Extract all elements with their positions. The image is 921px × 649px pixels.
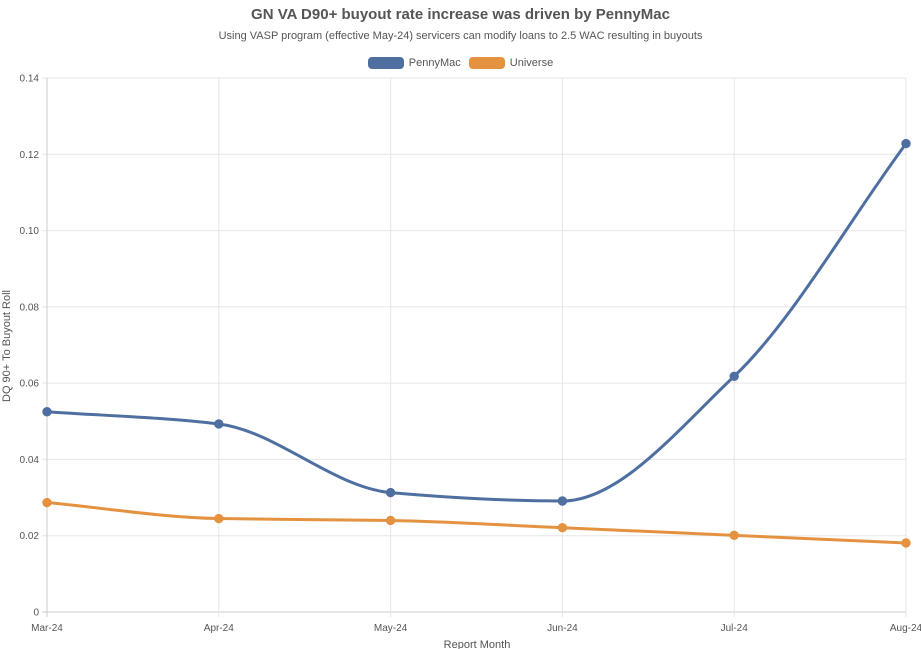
x-tick-label: May-24 (374, 623, 408, 634)
legend-swatch-universe (468, 57, 505, 69)
x-tick-label: Aug-24 (890, 623, 921, 634)
x-tick-label: Jun-24 (547, 623, 578, 634)
data-point-universe[interactable] (557, 523, 568, 533)
chart-legend: PennyMac Universe (0, 57, 921, 69)
y-tick-label: 0.12 (20, 150, 40, 161)
series-line-universe (45, 501, 908, 545)
legend-swatch-pennymac (367, 57, 404, 69)
data-point-universe[interactable] (729, 530, 739, 541)
y-tick-label: 0.14 (20, 74, 40, 85)
chart-subtitle: Using VASP program (effective May-24) se… (218, 30, 703, 42)
y-tick-label: 0.06 (20, 379, 40, 390)
legend-item-universe[interactable]: Universe (468, 57, 554, 69)
legend-item-pennymac[interactable]: PennyMac (367, 57, 461, 69)
data-point-pennymac[interactable] (214, 419, 224, 429)
y-tick-label: 0.08 (20, 302, 40, 313)
data-point-pennymac[interactable] (385, 487, 396, 498)
y-axis-label: DQ 90+ To Buyout Roll (1, 290, 13, 402)
data-point-universe[interactable] (901, 538, 911, 548)
x-tick-label: Mar-24 (31, 623, 63, 634)
data-point-pennymac[interactable] (901, 138, 911, 149)
chart-title: GN VA D90+ buyout rate increase was driv… (251, 6, 670, 23)
y-tick-label: 0.10 (20, 226, 40, 237)
data-point-pennymac[interactable] (557, 496, 568, 506)
x-tick-label: Apr-24 (204, 623, 234, 634)
series-group (42, 138, 911, 548)
y-tick-label: 0.04 (20, 455, 40, 466)
y-axis-ticks: 0 0.02 0.04 0.06 0.08 0.10 0.12 0.14 (20, 74, 40, 619)
data-point-universe[interactable] (214, 513, 224, 524)
y-tick-label: 0.02 (20, 531, 40, 542)
series-line-pennymac (45, 142, 908, 503)
x-axis-ticks: Mar-24 Apr-24 May-24 Jun-24 Jul-24 Aug-24 (31, 623, 921, 634)
data-point-universe[interactable] (42, 497, 52, 508)
data-point-pennymac[interactable] (729, 371, 739, 381)
data-point-universe[interactable] (385, 515, 396, 526)
legend-label-pennymac: PennyMac (408, 57, 461, 69)
legend-label-universe: Universe (509, 57, 554, 69)
x-tick-label: Jul-24 (721, 623, 749, 634)
y-tick-label: 0 (33, 608, 39, 619)
data-point-pennymac[interactable] (42, 407, 52, 417)
x-axis-label: Report Month (444, 639, 511, 649)
